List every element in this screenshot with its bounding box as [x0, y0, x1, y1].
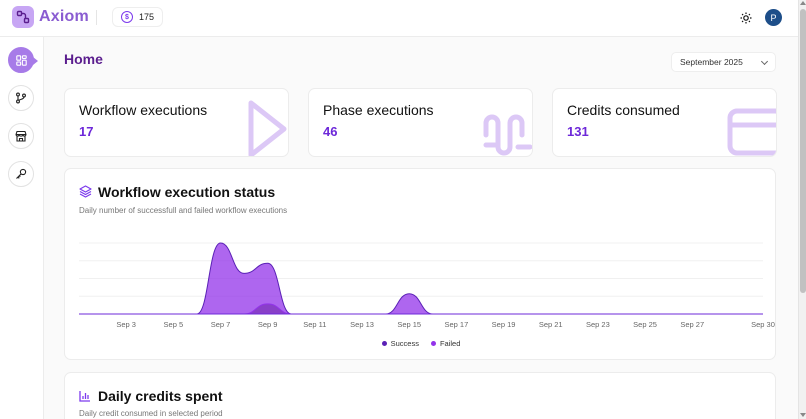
x-tick-label: Sep 11: [303, 320, 326, 329]
x-tick-label: Sep 23: [586, 320, 610, 329]
stat-card-workflow-executions: Workflow executions 17: [64, 88, 289, 157]
legend-label: Failed: [439, 339, 461, 348]
legend-label: Success: [390, 339, 419, 348]
legend-item-success[interactable]: Success: [381, 339, 419, 348]
stat-label: Credits consumed: [567, 102, 680, 118]
top-bar: Axiom $ 175 P: [0, 0, 798, 37]
chart-title: Daily credits spent: [98, 388, 223, 404]
stat-value: 131: [567, 124, 589, 139]
credits-badge[interactable]: $ 175: [112, 7, 164, 27]
x-tick-label: Sep 13: [350, 320, 374, 329]
x-tick-label: Sep 15: [397, 320, 421, 329]
scrollbar[interactable]: [798, 0, 806, 419]
grid-icon: [15, 54, 27, 66]
divider: [96, 10, 97, 25]
chart-subtitle: Daily number of successfull and failed w…: [79, 206, 288, 215]
play-icon: [248, 100, 287, 156]
stat-label: Phase executions: [323, 102, 434, 118]
workflow-status-plot[interactable]: Sep 3 Sep 5 Sep 7 Sep 9 Sep 11 Sep 13 Sep 15 Se…: [65, 169, 777, 339]
x-tick-label: Sep 21: [539, 320, 563, 329]
legend-swatch: [381, 341, 387, 346]
stat-value: 46: [323, 124, 338, 139]
stat-label: Workflow executions: [79, 102, 208, 118]
credit-card-icon: [727, 108, 776, 156]
sun-icon: [740, 12, 752, 24]
scroll-down-arrow[interactable]: [800, 413, 806, 417]
x-tick-label: Sep 30: [751, 320, 775, 329]
x-tick-label: Sep 27: [680, 320, 704, 329]
x-tick-label: Sep 25: [633, 320, 657, 329]
daily-credits-chart-card: Daily credits spent Daily credit consume…: [64, 372, 776, 419]
git-branch-icon: [16, 92, 26, 104]
chart-subtitle: Daily credit consumed in selected period: [79, 409, 223, 418]
sidebar-item-workflows[interactable]: [8, 85, 34, 111]
avatar[interactable]: P: [765, 9, 782, 26]
waypoints-icon: [483, 114, 532, 156]
logo-icon[interactable]: [12, 6, 34, 28]
scroll-up-arrow[interactable]: [800, 1, 806, 5]
sidebar-item-dashboard[interactable]: [8, 47, 38, 73]
app-name[interactable]: Axiom: [39, 8, 89, 25]
page-title: Home: [64, 51, 103, 67]
legend-item-failed[interactable]: Failed: [430, 339, 461, 348]
x-tick-label: Sep 3: [116, 320, 136, 329]
store-icon: [15, 130, 27, 142]
x-tick-label: Sep 5: [164, 320, 184, 329]
scroll-thumb[interactable]: [800, 9, 806, 293]
layers-icon: [79, 185, 92, 198]
x-tick-label: Sep 7: [211, 320, 231, 329]
series-area-success: [79, 243, 763, 314]
x-tick-label: Sep 17: [444, 320, 468, 329]
coin-icon: $: [121, 11, 133, 23]
sidebar: [0, 37, 44, 419]
x-tick-label: Sep 19: [492, 320, 516, 329]
legend-swatch: [430, 341, 436, 346]
key-icon: [16, 168, 27, 179]
x-tick-label: Sep 9: [258, 320, 278, 329]
period-select[interactable]: September 2025: [671, 52, 776, 72]
stat-card-phase-executions: Phase executions 46: [308, 88, 533, 157]
credits-balance: 175: [139, 12, 155, 22]
chart-title: Workflow execution status: [98, 184, 276, 200]
bar-chart-icon: [79, 391, 90, 402]
workflow-status-chart-card: Workflow execution status Daily number o…: [64, 168, 776, 360]
chart-legend: Success Failed: [65, 339, 777, 348]
stat-value: 17: [79, 124, 94, 139]
sidebar-item-marketplace[interactable]: [8, 123, 34, 149]
period-select-value: September 2025: [680, 57, 743, 67]
sidebar-item-credentials[interactable]: [8, 161, 34, 187]
chevron-down-icon: [760, 57, 769, 66]
stat-card-credits-consumed: Credits consumed 131: [552, 88, 777, 157]
theme-toggle-button[interactable]: [738, 10, 754, 26]
